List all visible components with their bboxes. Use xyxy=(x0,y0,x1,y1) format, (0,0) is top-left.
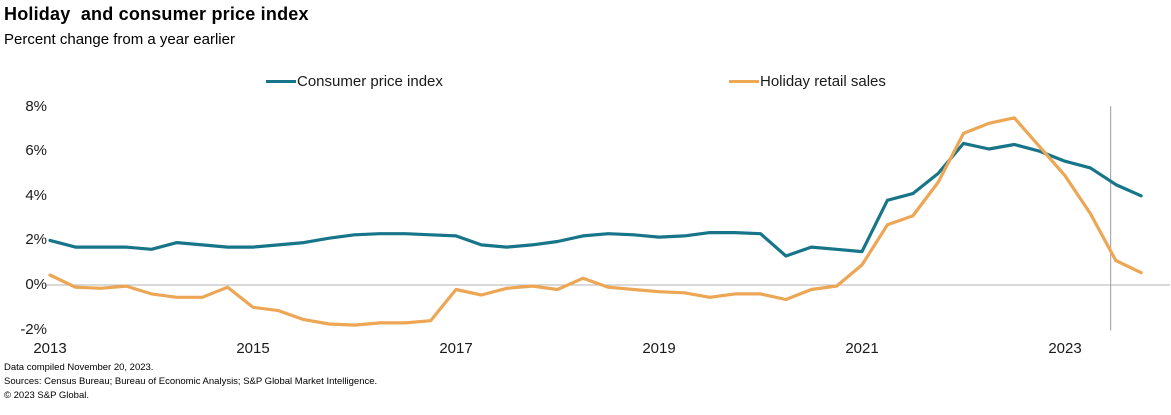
x-axis-tick-label: 2013 xyxy=(33,340,67,357)
legend-item-cpi: Consumer price index xyxy=(266,72,443,91)
y-axis-tick-label: 6% xyxy=(25,142,47,160)
x-axis-tick-label: 2015 xyxy=(236,340,270,357)
footer-copyright-note: © 2023 S&P Global. xyxy=(4,390,89,401)
legend-item-holiday: Holiday retail sales xyxy=(729,72,886,91)
chart-title: Holiday and consumer price index xyxy=(4,4,309,24)
x-axis-tick-label: 2019 xyxy=(642,340,676,357)
y-axis-tick-label: 0% xyxy=(25,276,47,293)
footer-compiled-note: Data compiled November 20, 2023. xyxy=(4,362,154,373)
holiday-retail-sales-line-series xyxy=(48,116,1143,327)
x-axis-tick-label: 2021 xyxy=(845,340,879,357)
holiday-line-swatch-icon xyxy=(729,80,759,83)
legend-label-cpi: Consumer price index xyxy=(297,73,443,90)
x-axis-tick-label: 2023 xyxy=(1048,340,1082,357)
footer-sources-note: Sources: Census Bureau; Bureau of Econom… xyxy=(4,376,378,387)
x-axis-tick-label: 2017 xyxy=(439,340,473,357)
y-axis-tick-label: 4% xyxy=(25,186,47,204)
legend-label-holiday: Holiday retail sales xyxy=(760,73,886,90)
y-axis-tick-label: -2% xyxy=(20,320,47,338)
cpi-line-swatch-icon xyxy=(266,80,296,83)
y-axis-tick-label: 8% xyxy=(25,97,47,115)
source-footer: Data compiled November 20, 2023. Sources… xyxy=(4,361,377,403)
chart-subtitle: Percent change from a year earlier xyxy=(4,31,235,48)
cpi-line-series xyxy=(48,141,1143,258)
y-axis-tick-label: 2% xyxy=(25,231,47,249)
